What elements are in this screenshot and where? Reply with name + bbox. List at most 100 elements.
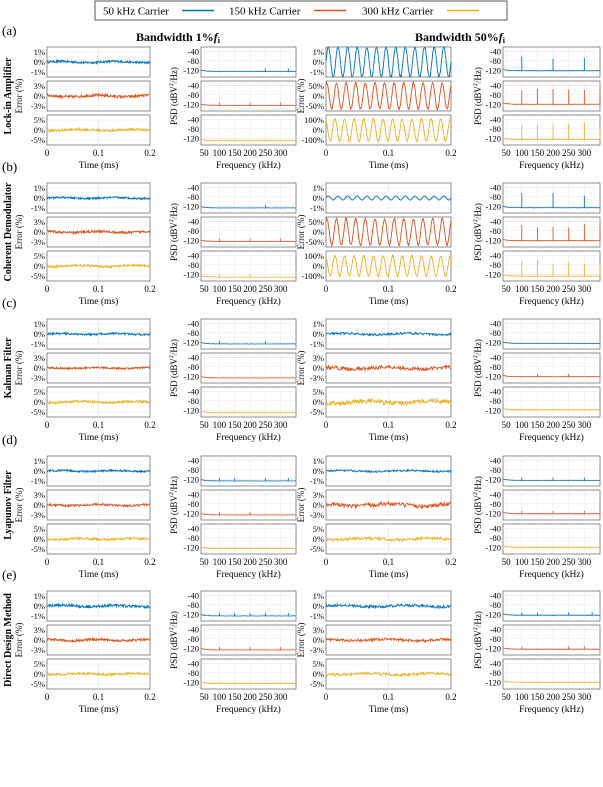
time-xlabel: Time (ms) <box>79 160 119 171</box>
row-letter: (e) <box>2 567 16 582</box>
freq-tick-label: 100 <box>213 284 227 294</box>
error-subplot: 1%0%-1% <box>31 455 151 487</box>
psd-tick-label: -120 <box>485 405 501 415</box>
freq-xlabel: Frequency (kHz) <box>216 704 281 715</box>
error-tick-label: -1% <box>310 476 324 486</box>
psd-subplot: -40-80-120 <box>485 658 601 690</box>
freq-tick-label: 100 <box>515 284 529 294</box>
error-subplot: 3%0%-3% <box>310 352 452 384</box>
psd-tick-label: -80 <box>188 362 199 372</box>
freq-tick-label: 100 <box>515 692 529 702</box>
error-tick-label: 0% <box>34 500 45 510</box>
freq-tick-label: 100 <box>515 420 529 430</box>
psd-subplot: -40-80-120 <box>485 250 601 282</box>
time-xlabel: Time (ms) <box>79 432 119 443</box>
error-tick-label: 3% <box>34 353 45 363</box>
time-tick-label: 0.1 <box>383 692 394 702</box>
error-tick-label: 0% <box>313 466 324 476</box>
freq-tick-label: 150 <box>531 284 545 294</box>
error-tick-label: 0% <box>34 261 45 271</box>
time-tick-label: 0.1 <box>383 148 394 158</box>
error-subplot: 5%0%-5% <box>31 658 151 690</box>
error-tick-label: -3% <box>310 510 324 520</box>
psd-trace <box>502 69 601 72</box>
freq-tick-label: 200 <box>243 420 257 430</box>
freq-tick-label: 300 <box>578 148 592 158</box>
psd-trace <box>200 513 297 516</box>
row-method-label: Lyapunov Filter <box>3 470 14 540</box>
error-trace <box>46 195 151 201</box>
error-trace <box>46 228 151 236</box>
error-ylabel: Error (%) <box>296 215 306 250</box>
error-trace <box>325 500 452 510</box>
error-tick-label: -1% <box>31 611 45 621</box>
psd-trace <box>200 103 296 107</box>
freq-xlabel: Frequency (kHz) <box>216 160 281 171</box>
psd-tick-label: -80 <box>188 192 199 202</box>
error-tick-label: 1% <box>313 47 324 57</box>
panel-bw50: Error (%) PSD (dBV2/Hz)1%0%-1%-40-80-1203… <box>296 318 601 443</box>
psd-axes-box <box>502 489 601 521</box>
time-xaxis: 0 0.1 0.2 Time (ms) <box>324 692 457 715</box>
error-trace <box>325 195 452 201</box>
error-trace <box>46 468 150 474</box>
psd-trace <box>503 102 601 105</box>
psd-tick-label: -40 <box>188 318 199 328</box>
error-tick-label: -1% <box>31 476 45 486</box>
time-xaxis: 0 0.1 0.2 Time (ms) <box>324 284 457 307</box>
error-subplot: 50%0%-50% <box>306 80 452 112</box>
psd-tick-label: -40 <box>188 455 199 465</box>
time-xaxis: 0 0.1 0.2 Time (ms) <box>45 557 156 580</box>
legend-box <box>94 0 508 21</box>
freq-tick-label: 300 <box>578 557 592 567</box>
error-tick-label: 5% <box>34 115 45 125</box>
psd-tick-label: -80 <box>490 533 501 543</box>
error-subplot: 5%0%-5% <box>310 523 452 555</box>
panel-bw1: Error (%) PSD (dBV2/Hz)1%0%-1%-40-80-1203… <box>14 318 297 443</box>
error-tick-label: 5% <box>34 524 45 534</box>
time-tick-label: 0.1 <box>93 692 104 702</box>
freq-tick-label: 200 <box>546 148 560 158</box>
psd-tick-label: -120 <box>183 677 199 687</box>
error-tick-label: 1% <box>313 319 324 329</box>
psd-tick-label: -120 <box>485 643 501 653</box>
psd-axes-box <box>502 624 601 656</box>
time-tick-label: 0.1 <box>93 148 104 158</box>
error-trace <box>325 397 452 407</box>
psd-subplot: -40-80-120 <box>183 590 297 622</box>
error-tick-label: 0% <box>313 125 324 135</box>
psd-tick-label: -40 <box>188 489 199 499</box>
freq-tick-label: 100 <box>213 420 227 430</box>
psd-tick-label: -40 <box>490 590 501 600</box>
error-subplot: 1%0%-1% <box>31 318 151 350</box>
psd-axes-box <box>502 114 601 146</box>
psd-tick-label: -80 <box>188 124 199 134</box>
psd-tick-label: -80 <box>188 328 199 338</box>
time-tick-label: 0 <box>324 148 329 158</box>
error-tick-label: 0% <box>34 601 45 611</box>
freq-tick-label: 200 <box>546 284 560 294</box>
error-tick-label: 0% <box>34 57 45 67</box>
psd-tick-label: -40 <box>490 182 501 192</box>
psd-subplot: -40-80-120 <box>485 80 601 112</box>
psd-tick-label: -40 <box>490 658 501 668</box>
psd-subplot: -40-80-120 <box>485 523 601 555</box>
error-tick-label: 1% <box>34 456 45 466</box>
panel-bw50: Error (%) PSD (dBV2/Hz)1%0%-1%-40-80-1205… <box>296 182 601 307</box>
error-tick-label: -3% <box>31 373 45 383</box>
psd-subplot: -40-80-120 <box>485 114 601 146</box>
error-tick-label: 1% <box>34 591 45 601</box>
freq-tick-label: 200 <box>243 557 257 567</box>
psd-axes-box <box>502 318 601 350</box>
psd-tick-label: -80 <box>188 465 199 475</box>
freq-tick-label: 150 <box>531 420 545 430</box>
freq-xlabel: Frequency (kHz) <box>519 569 584 580</box>
time-xlabel: Time (ms) <box>369 569 409 580</box>
freq-tick-label: 150 <box>228 557 242 567</box>
psd-trace <box>502 680 601 683</box>
row-3: (c)Kalman Filter Error (%) PSD (dBV2/Hz)1%… <box>2 295 601 443</box>
psd-tick-label: -80 <box>188 90 199 100</box>
error-trace <box>46 58 151 65</box>
error-tick-label: 0% <box>34 363 45 373</box>
psd-tick-label: -120 <box>485 508 501 518</box>
